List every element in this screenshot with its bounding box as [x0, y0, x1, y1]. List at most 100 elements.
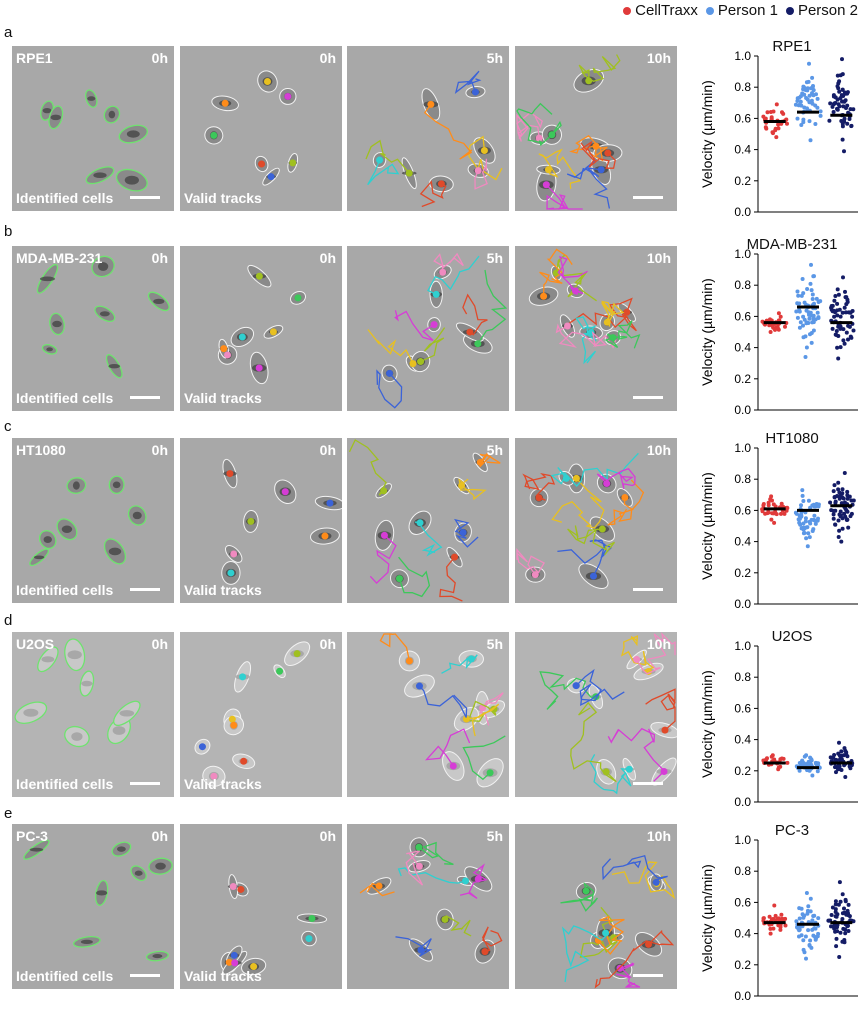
y-tick-label: 1.0	[734, 639, 751, 653]
data-point	[832, 101, 837, 106]
data-point	[801, 120, 806, 125]
data-point	[826, 918, 831, 923]
data-point	[802, 300, 807, 305]
velocity-chart: 0.0 0.2 0.4 0.6 0.8 1.0 Velocity (µm/min) U2OS	[688, 628, 864, 838]
time-label: 10h	[646, 50, 671, 66]
data-point	[840, 87, 845, 92]
data-point	[844, 330, 849, 335]
data-point	[797, 325, 802, 330]
data-point	[837, 89, 842, 94]
data-point	[808, 332, 812, 337]
microscopy-image	[347, 438, 509, 603]
data-point	[835, 97, 840, 102]
y-axis-label: Velocity (µm/min)	[699, 472, 715, 580]
data-point	[838, 930, 843, 935]
data-point	[843, 899, 848, 904]
data-point	[776, 311, 781, 316]
microscopy-image	[347, 632, 509, 797]
legend-item: CellTraxx	[623, 2, 698, 19]
data-point	[834, 936, 839, 941]
data-point	[832, 483, 837, 488]
data-point	[833, 294, 838, 298]
data-point	[815, 769, 820, 774]
data-point	[837, 740, 841, 745]
data-point	[843, 98, 848, 103]
velocity-dot-plot: 0.0 0.2 0.4 0.6 0.8 1.0 Velocity (µm/min)	[699, 639, 858, 809]
data-point	[798, 94, 803, 99]
data-point	[773, 327, 777, 332]
data-point	[803, 516, 808, 521]
microscopy-image	[180, 246, 342, 411]
microscopy-image	[12, 632, 174, 797]
time-label: 5h	[486, 250, 503, 266]
data-point	[836, 480, 841, 485]
data-point	[806, 79, 811, 84]
data-point	[770, 917, 774, 922]
data-point	[800, 488, 805, 493]
data-point	[779, 912, 784, 917]
time-label: 5h	[486, 442, 503, 458]
data-point	[846, 337, 850, 342]
microscopy-tile: 0h Valid tracks	[180, 824, 342, 989]
cell-line-label: HT1080	[16, 442, 66, 458]
valid-tracks-caption: Valid tracks	[184, 582, 262, 598]
time-label: 0h	[151, 636, 168, 652]
data-point	[801, 915, 806, 920]
scale-bar	[130, 196, 160, 199]
data-point	[800, 912, 805, 917]
time-label: 5h	[486, 828, 503, 844]
data-point	[838, 324, 843, 329]
y-tick-label: 0.8	[734, 472, 751, 486]
data-point	[807, 100, 812, 105]
data-point	[840, 137, 845, 142]
data-point	[801, 314, 806, 319]
data-point	[806, 531, 811, 536]
data-point	[774, 102, 779, 107]
data-point	[806, 928, 811, 933]
data-point	[832, 314, 837, 319]
data-point	[840, 491, 845, 496]
data-point	[815, 310, 820, 315]
data-point	[818, 113, 823, 118]
data-point	[816, 516, 820, 521]
data-point	[840, 99, 844, 104]
y-axis-label: Velocity (µm/min)	[699, 670, 715, 778]
data-point	[840, 892, 845, 897]
y-tick-label: 0.8	[734, 864, 751, 878]
data-point	[835, 287, 840, 292]
velocity-chart: 0.0 0.2 0.4 0.6 0.8 1.0 Velocity (µm/min) HT108…	[688, 430, 864, 640]
data-point	[818, 299, 823, 304]
data-point	[785, 760, 790, 765]
data-point	[809, 86, 813, 91]
data-point	[836, 751, 841, 756]
data-point	[838, 509, 843, 514]
microscopy-image	[12, 824, 174, 989]
data-point	[835, 73, 840, 78]
data-point	[829, 913, 834, 917]
y-tick-label: 1.0	[734, 441, 751, 455]
figure-legend: CellTraxx Person 1 Person 2	[623, 2, 858, 19]
data-point	[809, 758, 814, 763]
data-point	[840, 939, 845, 944]
data-point	[810, 297, 815, 301]
microscopy-image	[515, 46, 677, 211]
data-point	[843, 931, 848, 936]
data-point	[809, 262, 813, 267]
time-label: 5h	[486, 636, 503, 652]
data-point	[799, 906, 804, 911]
data-point	[839, 539, 844, 544]
microscopy-tile: 0h Valid tracks	[180, 46, 342, 211]
data-point	[816, 761, 821, 766]
data-point	[831, 110, 836, 114]
panel-letter: b	[4, 223, 13, 240]
data-point	[836, 487, 841, 492]
microscopy-tile: PC-3 0h Identified cells	[12, 824, 174, 989]
data-point	[837, 528, 842, 533]
time-label: 0h	[319, 442, 336, 458]
data-point	[772, 520, 777, 525]
data-point	[812, 301, 816, 306]
data-point	[775, 325, 780, 330]
chart-title: RPE1	[772, 38, 812, 55]
data-point	[805, 544, 810, 549]
valid-tracks-caption: Valid tracks	[184, 968, 262, 984]
